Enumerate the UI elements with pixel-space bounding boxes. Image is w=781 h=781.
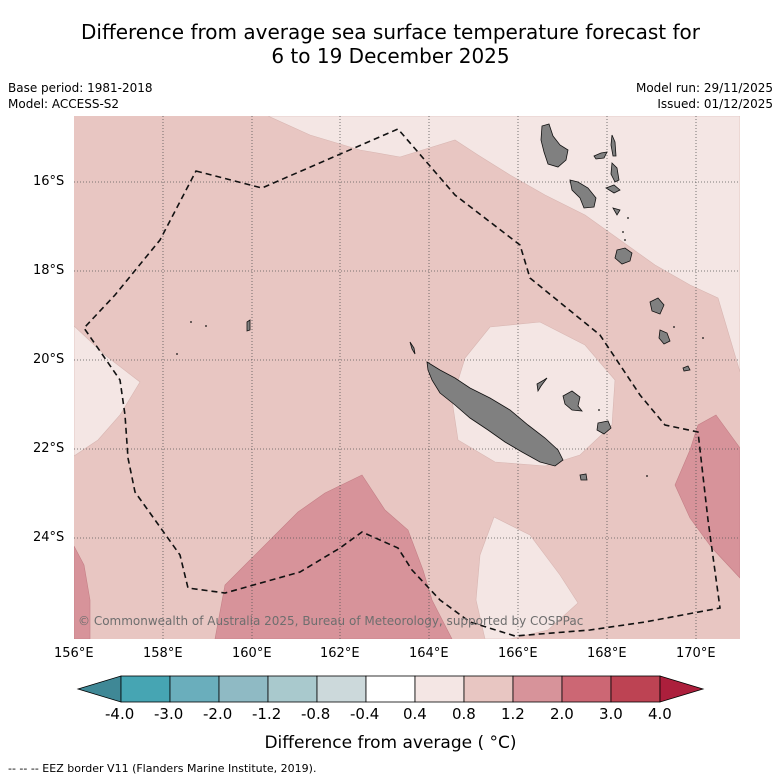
land-belep (409, 341, 416, 355)
colorbar-tick: 1.2 (501, 705, 525, 723)
colorbar-extend-high (659, 675, 705, 703)
colorbar-tick: -2.0 (203, 705, 233, 723)
anomaly-region-west-light (74, 325, 141, 457)
eez-footnote: -- -- -- EEZ border V11 (Flanders Marine… (8, 762, 317, 775)
colorbar-tick: -0.4 (350, 705, 380, 723)
anomaly-region-east-warm (674, 414, 740, 579)
colorbar-tick: 0.4 (403, 705, 427, 723)
colorbar-swatch (267, 675, 318, 703)
land-efate (614, 247, 633, 265)
anomaly-region-southwest-warm (74, 545, 91, 639)
colorbar-title: Difference from average ( °C) (264, 733, 517, 753)
lat-label-18s: 18°S (33, 263, 65, 278)
colorbar-swatch (463, 675, 514, 703)
land-isle-of-pines (579, 473, 588, 481)
lon-label-164e: 164°E (409, 646, 449, 661)
map-area (74, 116, 740, 639)
lat-label-24s: 24°S (33, 530, 65, 545)
colorbar-tick: -4.0 (105, 705, 135, 723)
colorbar-swatch (218, 675, 269, 703)
land-mare (596, 420, 612, 435)
colorbar-tick: -1.2 (252, 705, 282, 723)
lat-label-20s: 20°S (33, 352, 65, 367)
colorbar-tick: -3.0 (154, 705, 184, 723)
colorbar-tick: -0.8 (301, 705, 331, 723)
lon-label-168e: 168°E (587, 646, 627, 661)
lon-label-162e: 162°E (320, 646, 360, 661)
lon-label-170e: 170°E (676, 646, 716, 661)
colorbar-swatch (610, 675, 661, 703)
land-malakula (569, 179, 597, 209)
title-line-2: 6 to 19 December 2025 (271, 44, 510, 68)
colorbar-tick: 4.0 (648, 705, 672, 723)
land-epi (612, 207, 621, 216)
issued-date: Issued: 01/12/2025 (657, 97, 773, 111)
land-espiritu-santo (540, 123, 569, 168)
colorbar-tick: 2.0 (550, 705, 574, 723)
anomaly-region-ne-light (267, 116, 740, 373)
land-ouvea (536, 377, 548, 393)
land-erromango (649, 297, 665, 315)
chart-title: Difference from average sea surface temp… (0, 20, 781, 68)
land-aneityum (682, 365, 691, 372)
lat-label-16s: 16°S (33, 174, 65, 189)
colorbar (76, 675, 705, 703)
anomaly-region-south-warm (214, 474, 453, 639)
lon-label-166e: 166°E (498, 646, 538, 661)
meta-left: Base period: 1981-2018 Model: ACCESS-S2 (8, 80, 153, 112)
colorbar-swatch (561, 675, 612, 703)
colorbar-swatch (120, 675, 171, 703)
colorbar-swatch (169, 675, 220, 703)
credit-text: © Commonwealth of Australia 2025, Bureau… (78, 614, 584, 628)
model-run: Model run: 29/11/2025 (635, 81, 773, 95)
land-ambrym (605, 184, 621, 194)
land-lifou (562, 390, 583, 412)
land-chesterfield (246, 319, 251, 332)
lon-label-156e: 156°E (54, 646, 94, 661)
colorbar-swatch (365, 675, 416, 703)
land-pentecost (610, 162, 620, 183)
gridlines (74, 116, 740, 639)
land-tanna (658, 329, 671, 345)
colorbar-swatch (316, 675, 367, 703)
colorbar-swatch (512, 675, 563, 703)
lon-label-158e: 158°E (143, 646, 183, 661)
title-line-1: Difference from average sea surface temp… (80, 20, 700, 44)
meta-right: Model run: 29/11/2025 Issued: 01/12/2025 (636, 80, 773, 112)
colorbar-swatch (414, 675, 465, 703)
land (246, 123, 691, 481)
land-ambae (593, 151, 608, 160)
small-islands (176, 217, 704, 477)
colorbar-tick: 0.8 (452, 705, 476, 723)
colorbar-tick: 3.0 (599, 705, 623, 723)
land-maewo (610, 134, 617, 157)
land-new-caledonia (426, 361, 564, 467)
base-period: Base period: 1981-2018 (8, 81, 153, 95)
lon-label-160e: 160°E (232, 646, 272, 661)
colorbar-extend-low (76, 675, 122, 703)
lat-label-22s: 22°S (33, 441, 65, 456)
model-name: Model: ACCESS-S2 (8, 97, 120, 111)
eez-border (82, 128, 721, 637)
